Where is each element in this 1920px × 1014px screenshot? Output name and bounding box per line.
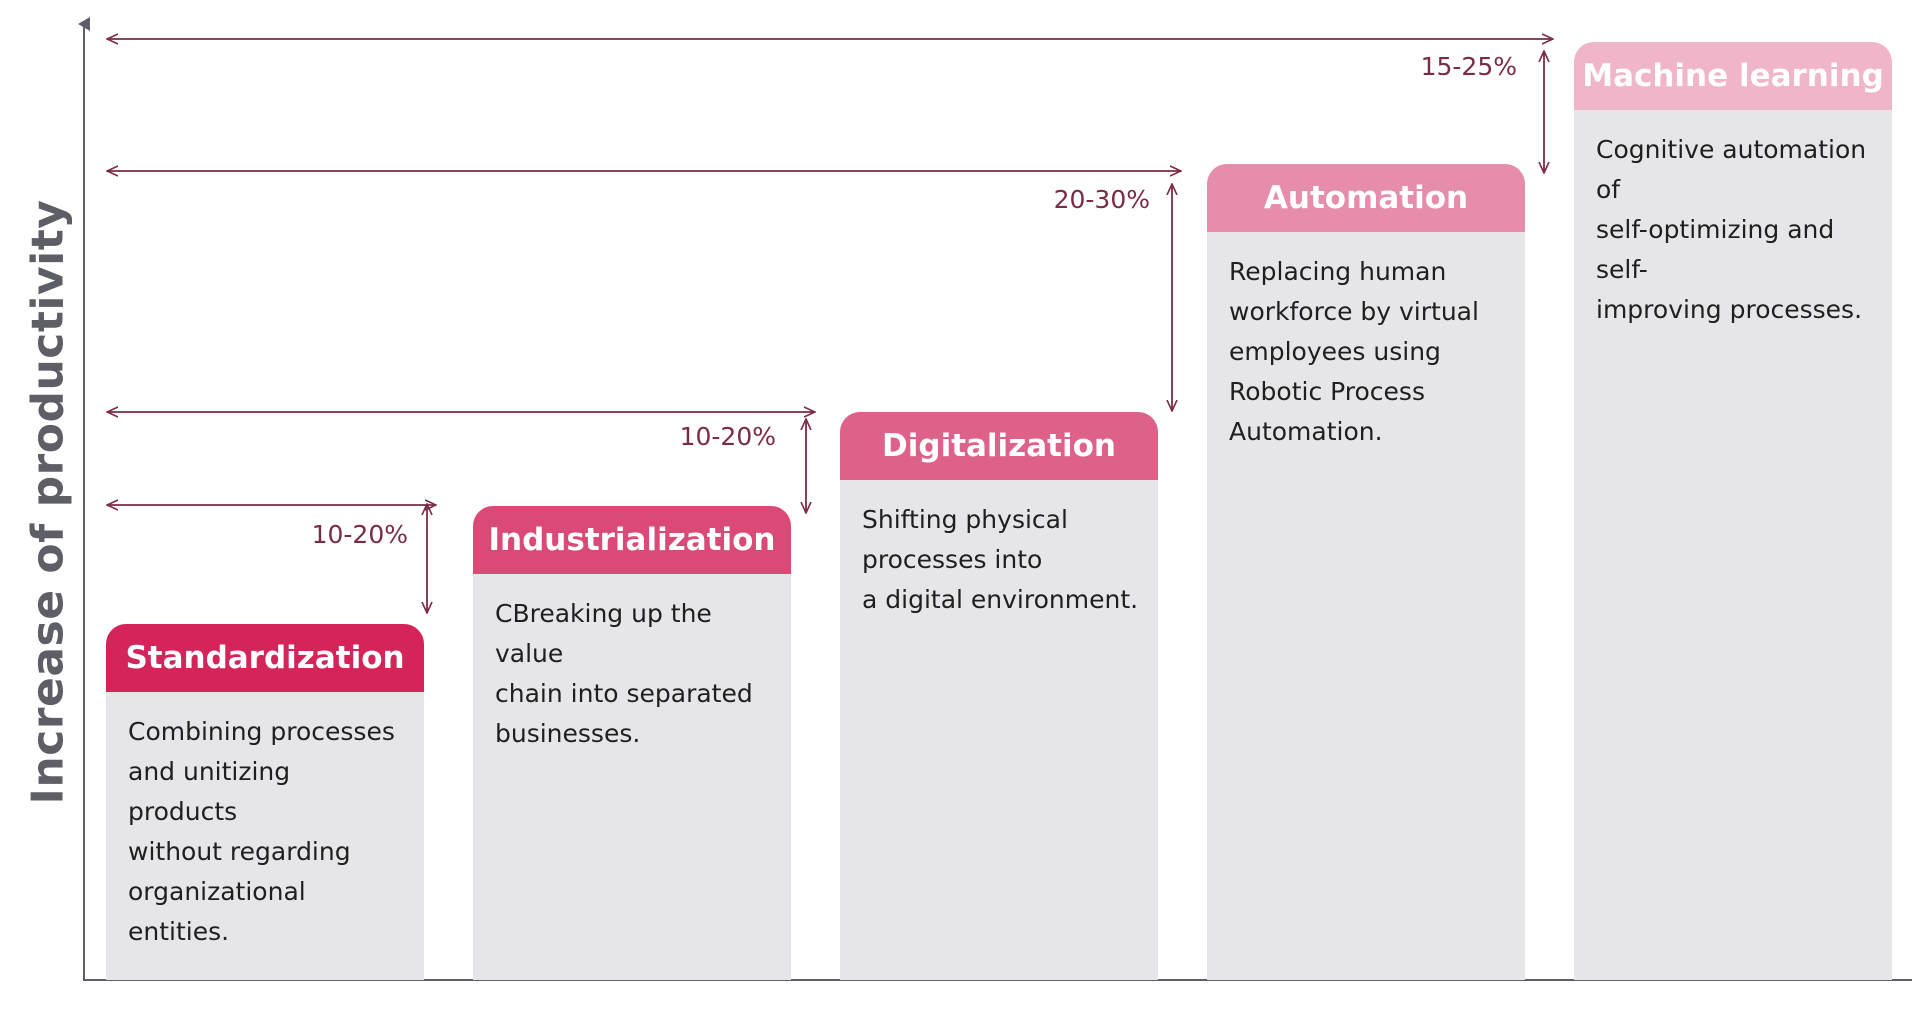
step-description-machine-learning: Cognitive automation of self-optimizing …	[1596, 135, 1867, 324]
step-description-standardization: Combining processes and unitizing produc…	[128, 717, 395, 946]
step-description-automation: Replacing human workforce by virtual emp…	[1229, 257, 1479, 446]
step-header-standardization: Standardization	[106, 624, 424, 692]
increment-label-2: 10-20%	[679, 422, 776, 451]
step-automation: Automation Replacing human workforce by …	[1207, 164, 1525, 980]
increment-label-3: 20-30%	[1053, 185, 1150, 214]
step-digitalization: Digitalization Shifting physical process…	[840, 412, 1158, 980]
step-header-digitalization: Digitalization	[840, 412, 1158, 480]
step-header-industrialization: Industrialization	[473, 506, 791, 574]
step-standardization: Standardization Combining processes and …	[106, 624, 424, 980]
step-description-digitalization: Shifting physical processes into a digit…	[862, 505, 1139, 614]
increment-label-4: 15-25%	[1420, 52, 1517, 81]
step-description-industrialization: CBreaking up the value chain into separa…	[495, 599, 753, 748]
step-header-automation: Automation	[1207, 164, 1525, 232]
y-axis-label: Increase of productivity	[22, 199, 74, 805]
step-header-machine-learning: Machine learning	[1574, 42, 1892, 110]
step-machine-learning: Machine learning Cognitive automation of…	[1574, 42, 1892, 980]
step-industrialization: Industrialization CBreaking up the value…	[473, 506, 791, 980]
increment-label-1: 10-20%	[311, 520, 408, 549]
